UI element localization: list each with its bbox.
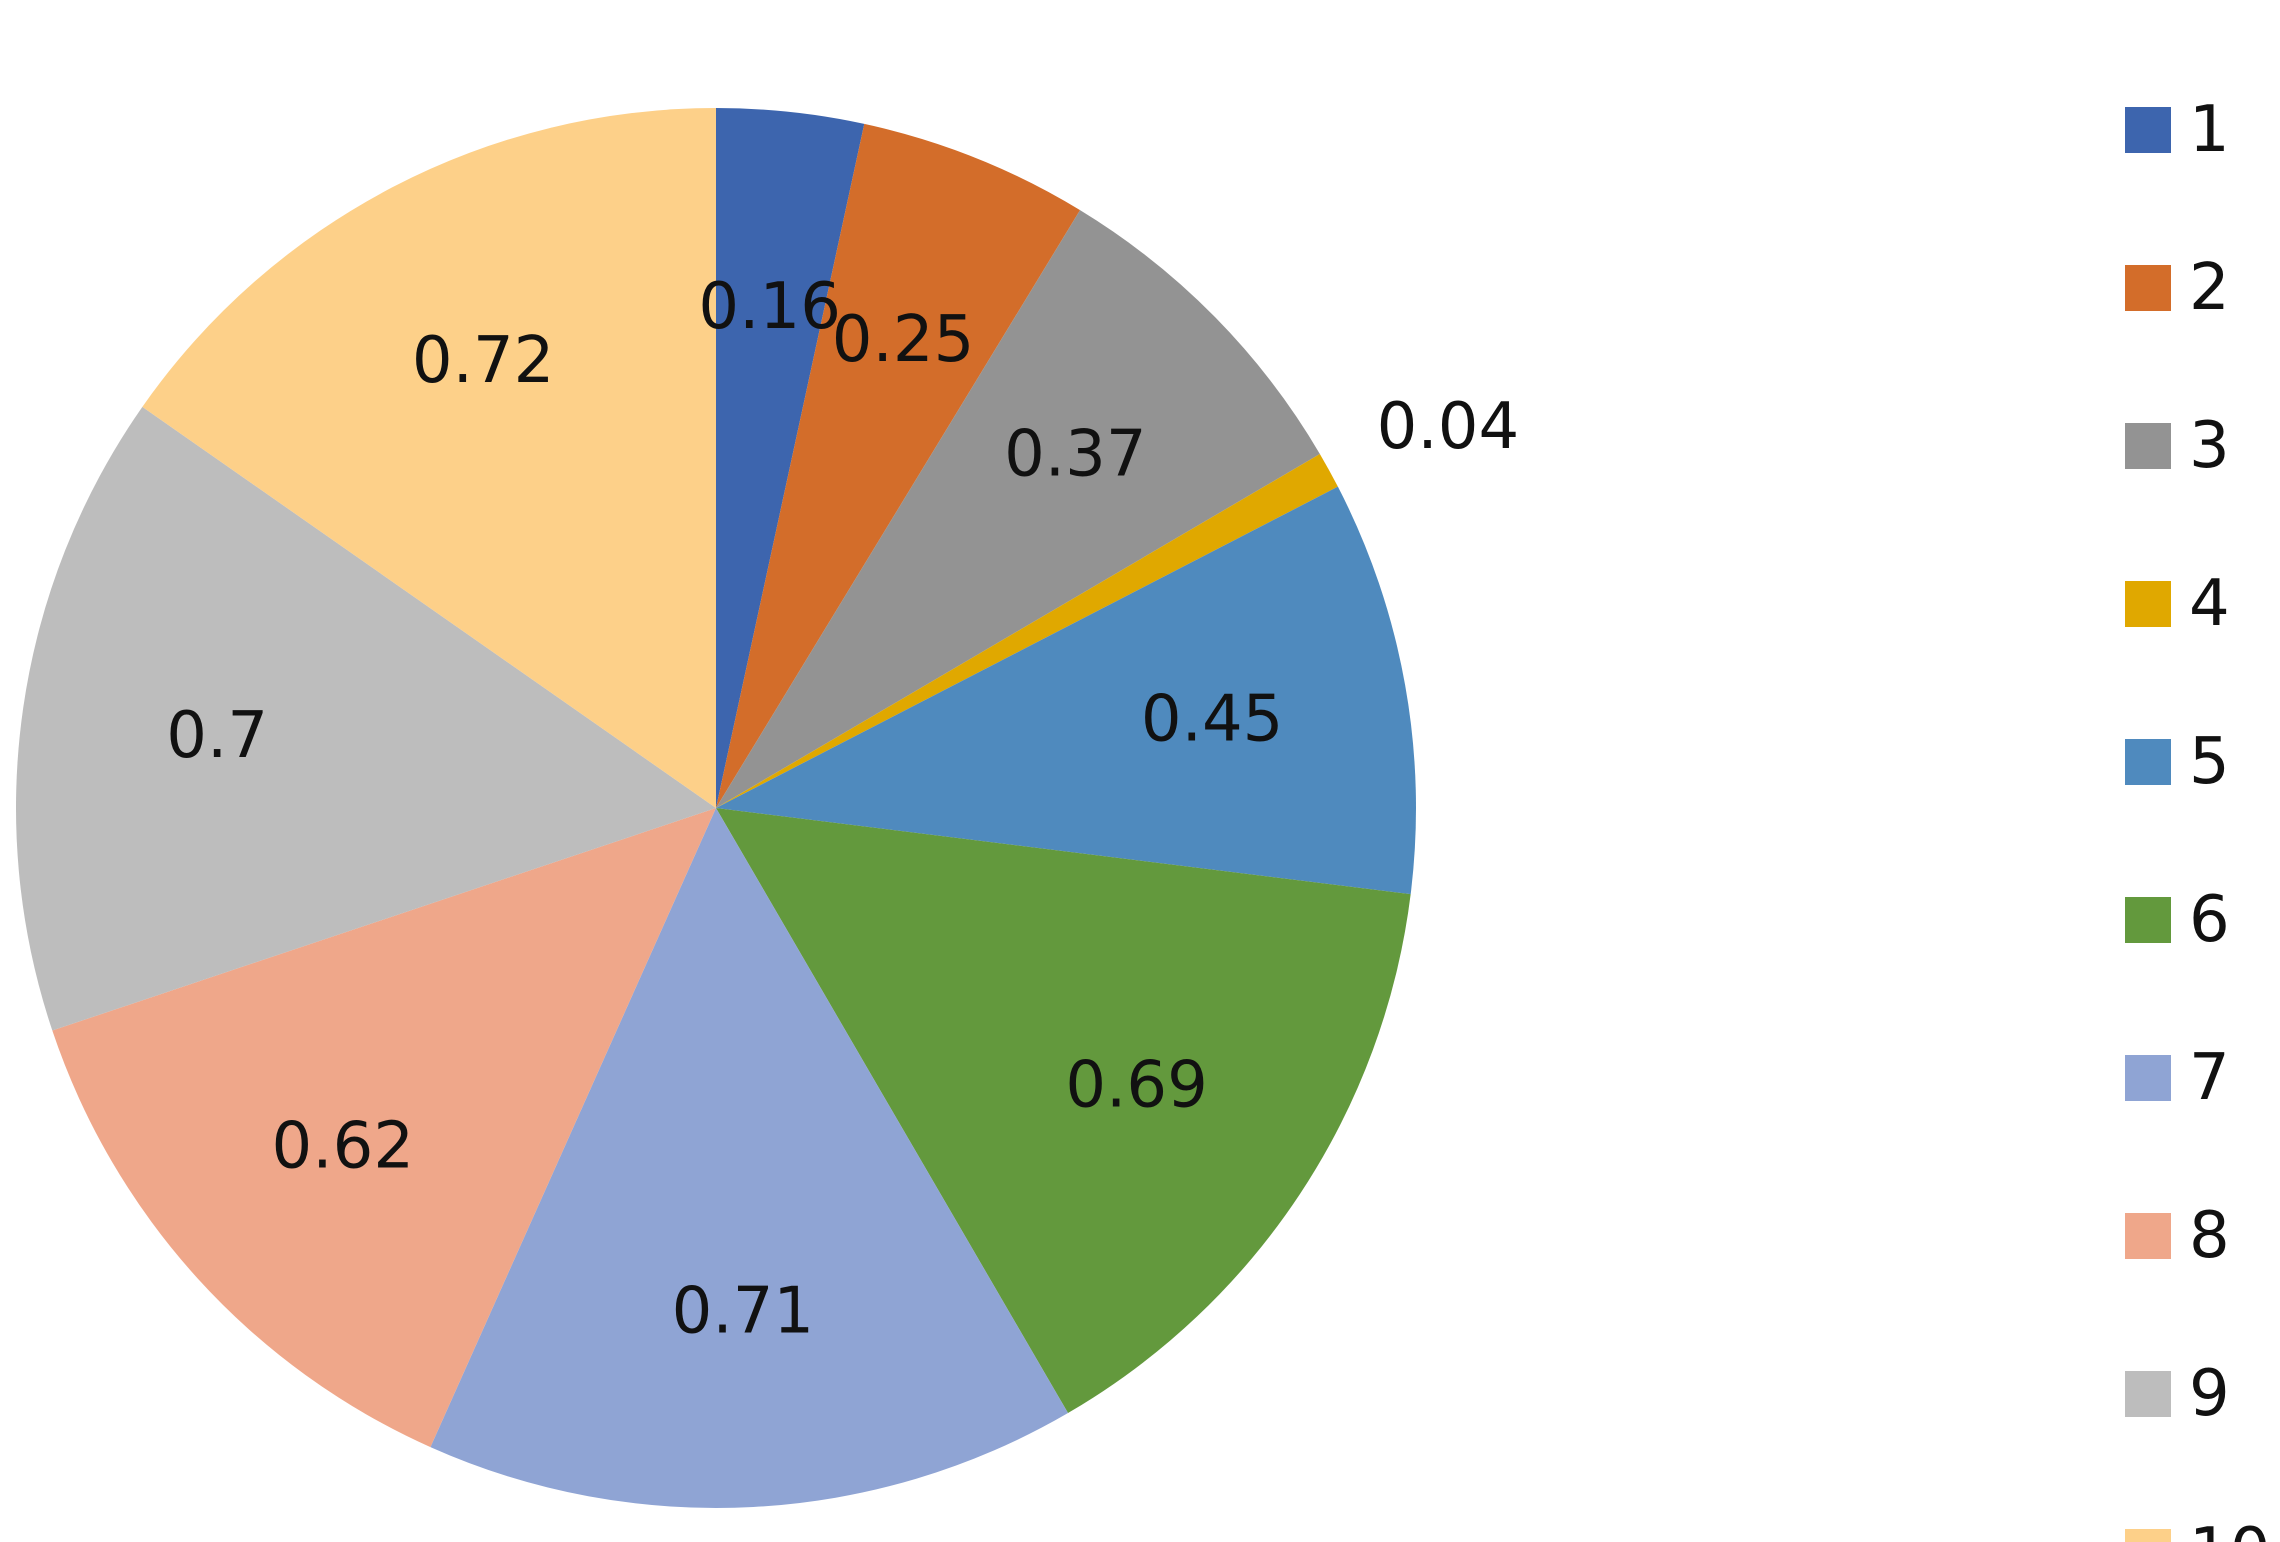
legend-swatch-9 — [2125, 1371, 2171, 1417]
legend-item-6: 6 — [2125, 883, 2230, 957]
data-label-10: 0.72 — [412, 324, 555, 398]
pie-slice-4 — [716, 453, 1338, 808]
pie-slice-8 — [52, 808, 716, 1448]
legend-swatch-6 — [2125, 897, 2171, 943]
pie-slice-5 — [716, 486, 1416, 895]
data-label-9: 0.7 — [166, 699, 268, 773]
legend-label-8: 8 — [2189, 1199, 2230, 1273]
legend-swatch-2 — [2125, 265, 2171, 311]
legend-label-4: 4 — [2189, 567, 2230, 641]
legend-label-1: 1 — [2189, 93, 2230, 167]
legend-item-5: 5 — [2125, 725, 2230, 799]
pie-slice-6 — [716, 808, 1411, 1414]
legend: 1 2 3 4 5 6 7 8 9 10 — [2125, 93, 2270, 1542]
legend-swatch-10 — [2125, 1529, 2171, 1542]
data-label-3: 0.37 — [1004, 418, 1147, 492]
legend-swatch-7 — [2125, 1055, 2171, 1101]
pie-slice-2 — [716, 123, 1081, 809]
pie-slice-10 — [142, 107, 716, 808]
legend-swatch-3 — [2125, 423, 2171, 469]
legend-label-9: 9 — [2189, 1357, 2230, 1431]
legend-item-10: 10 — [2125, 1515, 2270, 1542]
legend-swatch-1 — [2125, 107, 2171, 153]
data-label-8: 0.62 — [272, 1110, 415, 1184]
data-label-1: 0.16 — [698, 270, 841, 344]
legend-item-1: 1 — [2125, 93, 2230, 167]
legend-label-5: 5 — [2189, 725, 2230, 799]
legend-item-2: 2 — [2125, 251, 2230, 325]
legend-label-7: 7 — [2189, 1041, 2230, 1115]
pie-slice-3 — [716, 210, 1320, 808]
data-label-4: 0.04 — [1377, 390, 1520, 464]
legend-item-4: 4 — [2125, 567, 2230, 641]
pie-slices — [16, 107, 1416, 1508]
legend-label-10: 10 — [2189, 1515, 2270, 1542]
legend-label-6: 6 — [2189, 883, 2230, 957]
pie-slice-9 — [16, 406, 717, 1031]
pie-slice-1 — [716, 108, 865, 808]
data-label-7: 0.71 — [672, 1274, 815, 1348]
data-label-5: 0.45 — [1141, 682, 1284, 756]
legend-item-8: 8 — [2125, 1199, 2230, 1273]
data-label-6: 0.69 — [1065, 1049, 1208, 1123]
legend-item-9: 9 — [2125, 1357, 2230, 1431]
legend-swatch-8 — [2125, 1213, 2171, 1259]
legend-label-2: 2 — [2189, 251, 2230, 325]
pie-data-labels: 0.160.25 0.37 0.04 0.45 0.69 0.71 0.62 0.7 0.72 — [166, 270, 1519, 1348]
pie-slice-7 — [430, 808, 1069, 1508]
legend-label-3: 3 — [2189, 409, 2230, 483]
data-label-2: 0.25 — [832, 303, 975, 377]
legend-swatch-5 — [2125, 739, 2171, 785]
legend-swatch-4 — [2125, 581, 2171, 627]
legend-item-7: 7 — [2125, 1041, 2230, 1115]
legend-item-3: 3 — [2125, 409, 2230, 483]
